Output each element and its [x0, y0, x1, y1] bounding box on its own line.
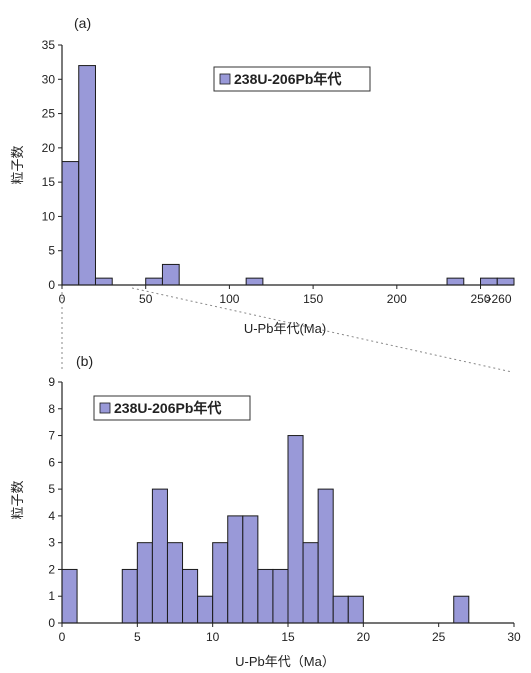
panel-b-x-tick-label: 15 [281, 630, 295, 644]
panel-a-histogram-bar [61, 161, 80, 286]
panel-b-legend-label: 238U-206Pb年代 [114, 400, 221, 416]
panel-a-x-tick-label: 200 [387, 292, 407, 306]
panel-b-x-tick-label: 10 [206, 630, 220, 644]
panel-b-histogram-bar [212, 542, 229, 624]
panel-a-histogram-bar [480, 277, 498, 286]
panel-b-histogram-bar [227, 515, 244, 624]
panel-a-legend: 238U-206Pb年代 [213, 66, 371, 92]
panel-b-histogram-bar [166, 542, 184, 624]
panel-a-label: (a) [74, 15, 91, 31]
panel-b-histogram-bar [197, 595, 214, 624]
panel-b-histogram-bar [302, 542, 319, 624]
panel-a-y-tick-label: 15 [42, 175, 56, 189]
panel-b-legend-box [93, 395, 251, 421]
panel-a-axes [61, 45, 514, 286]
panel-b-histogram-bar [332, 595, 349, 624]
panel-a-histogram-bar [78, 65, 96, 286]
panel-b-x-tick-label: 25 [432, 630, 446, 644]
panel-b-y-tick-label: 5 [48, 482, 55, 496]
histogram-panel-b: (b) 粒子数 U-Pb年代（Ma） 0 1 2 3 4 5 6 7 8 9 0 5 10 15 20 25 3… [10, 353, 521, 669]
panel-b-y-tick-label: 8 [48, 402, 55, 416]
panel-a-legend-box [213, 66, 371, 92]
panel-a-y-tick-label: 5 [48, 244, 55, 258]
panel-b-histogram-bar [136, 542, 153, 624]
panel-b-histogram-bar [317, 488, 334, 624]
panel-a-y-tick-label: 30 [42, 72, 56, 86]
panel-b-histogram-bar [121, 568, 138, 624]
panel-b-bars [61, 435, 470, 624]
panel-b-x-tick-label: 0 [59, 630, 66, 644]
panel-a-histogram-bar [496, 277, 515, 286]
panel-b-x-tick-label: 30 [507, 630, 521, 644]
panel-b-y-tick-label: 2 [48, 562, 55, 576]
panel-a-legend-label: 238U-206Pb年代 [234, 71, 341, 87]
panel-b-label: (b) [76, 353, 93, 369]
panel-b-histogram-bar [347, 595, 364, 624]
panel-a-legend-swatch [219, 73, 231, 85]
panel-a-y-tick-label: 10 [42, 209, 56, 223]
panel-b-legend-swatch [99, 402, 111, 414]
panel-a-x-tick-label: 150 [303, 292, 323, 306]
panel-a-y-tick-label: 20 [42, 141, 56, 155]
panel-a-x-tick-label-overflow: >260 [484, 292, 511, 306]
panel-a-bars [61, 65, 515, 286]
panel-b-y-tick-label: 0 [48, 616, 55, 630]
panel-b-histogram-bar [151, 488, 168, 624]
panel-a-histogram-bar [145, 277, 163, 286]
panel-b-y-tick-label: 3 [48, 536, 55, 550]
panel-b-legend: 238U-206Pb年代 [93, 395, 251, 421]
panel-b-y-tick-label: 6 [48, 455, 55, 469]
panel-b-histogram-bar [272, 568, 289, 624]
panel-b-tick-layer: 0 1 2 3 4 5 6 7 8 9 0 5 10 15 20 25 30 [48, 375, 521, 644]
panel-b-histogram-bar [61, 568, 78, 624]
panel-b-x-axis-label: U-Pb年代（Ma） [235, 654, 335, 669]
panel-a-histogram-bar [245, 277, 264, 286]
panel-a-x-axis-label: U-Pb年代(Ma) [244, 321, 326, 336]
panel-a-x-tick-label: 50 [139, 292, 153, 306]
panel-b-histogram-bar [242, 515, 259, 624]
panel-a-histogram-bar [446, 277, 465, 286]
panel-b-histogram-bar [257, 568, 274, 624]
panel-b-y-tick-label: 1 [48, 589, 55, 603]
panel-b-axes [61, 382, 514, 624]
panel-b-y-tick-label: 7 [48, 429, 55, 443]
panel-a-y-tick-label: 35 [42, 38, 56, 52]
panel-b-x-tick-label: 5 [134, 630, 141, 644]
panel-a-y-tick-label: 25 [42, 107, 56, 121]
panel-b-y-tick-label: 4 [48, 509, 55, 523]
histogram-panel-a: (a) 粒子数 U-Pb年代(Ma) 051015202530350501001… [10, 15, 515, 336]
panel-a-histogram-bar [94, 277, 113, 286]
panel-a-y-axis-label: 粒子数 [10, 145, 25, 184]
panel-b-x-tick-label: 20 [357, 630, 371, 644]
panel-b-y-axis-label: 粒子数 [10, 480, 25, 519]
panel-b-histogram-bar [287, 435, 304, 624]
panel-a-histogram-bar [161, 263, 180, 286]
panel-a-x-tick-label: 250 [471, 292, 491, 306]
panel-b-histogram-bar [182, 568, 199, 624]
panel-a-x-tick-label: 100 [219, 292, 239, 306]
panel-b-histogram-bar [453, 595, 470, 624]
panel-a-y-tick-label: 0 [48, 278, 55, 292]
panel-b-y-tick-label: 9 [48, 375, 55, 389]
